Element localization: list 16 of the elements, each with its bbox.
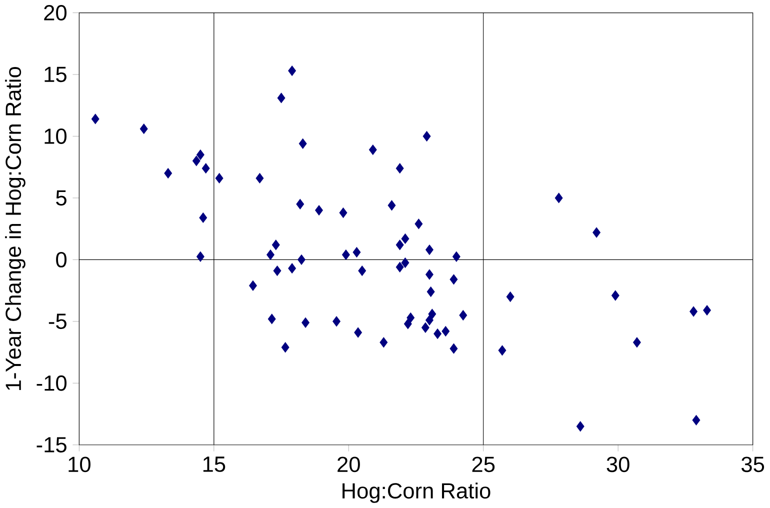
y-tick-label: 15 <box>44 66 66 82</box>
x-tick-label: 35 <box>742 456 764 472</box>
x-tick-label: 10 <box>68 456 90 472</box>
y-tick-label: 0 <box>56 252 67 268</box>
y-tick-label: -15 <box>36 437 66 452</box>
y-tick-label: -5 <box>48 314 66 330</box>
x-tick-label: 30 <box>606 456 630 472</box>
y-axis-title: 1-Year Change in Hog:Corn Ratio <box>5 67 26 390</box>
x-tick-label: 15 <box>203 456 226 472</box>
x-tick-label: 25 <box>472 456 495 472</box>
y-tick-label: 20 <box>44 5 67 21</box>
y-tick-label: 10 <box>44 128 67 144</box>
y-tick-label: 5 <box>56 190 66 206</box>
x-tick-label: 20 <box>338 456 360 472</box>
y-tick-label: -10 <box>36 375 67 391</box>
x-axis-title: Hog:Corn Ratio <box>342 482 490 503</box>
